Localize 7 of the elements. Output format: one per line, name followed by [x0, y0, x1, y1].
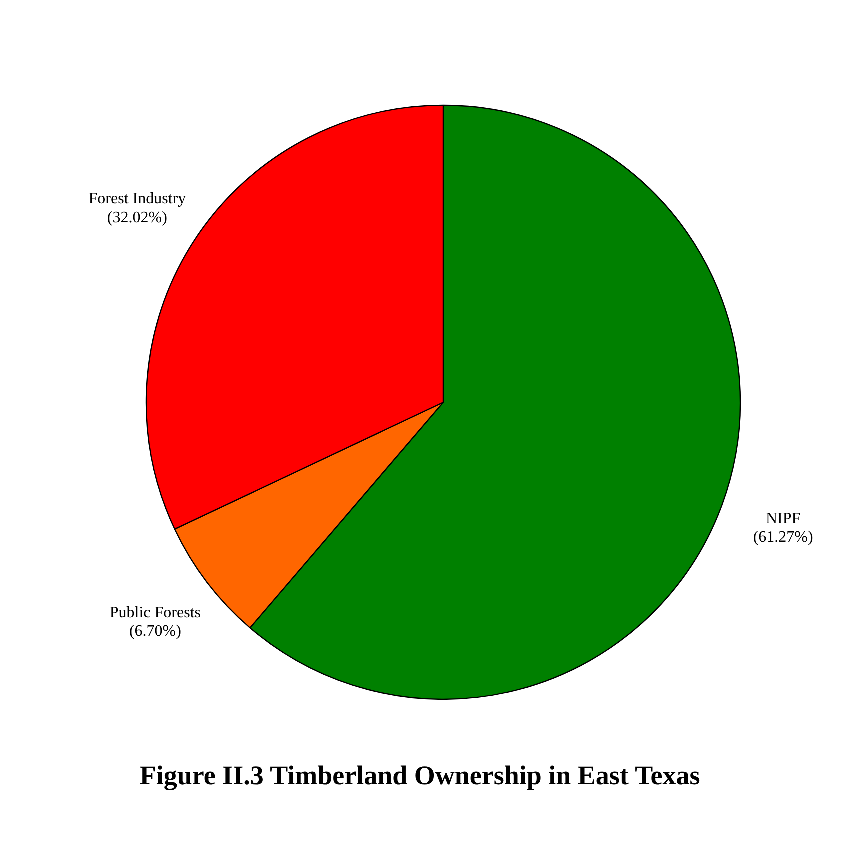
slice-label: Forest Industry	[88, 190, 186, 208]
data-label: (61.27%)	[753, 529, 814, 546]
data-label: (32.02%)	[107, 209, 168, 226]
slice-label: Public Forests	[110, 604, 202, 622]
text: Figure II.3 Timberland Ownership in East Texas	[140, 760, 700, 790]
slice-label: NIPF	[766, 510, 801, 528]
data-label: (6.70%)	[129, 623, 182, 640]
